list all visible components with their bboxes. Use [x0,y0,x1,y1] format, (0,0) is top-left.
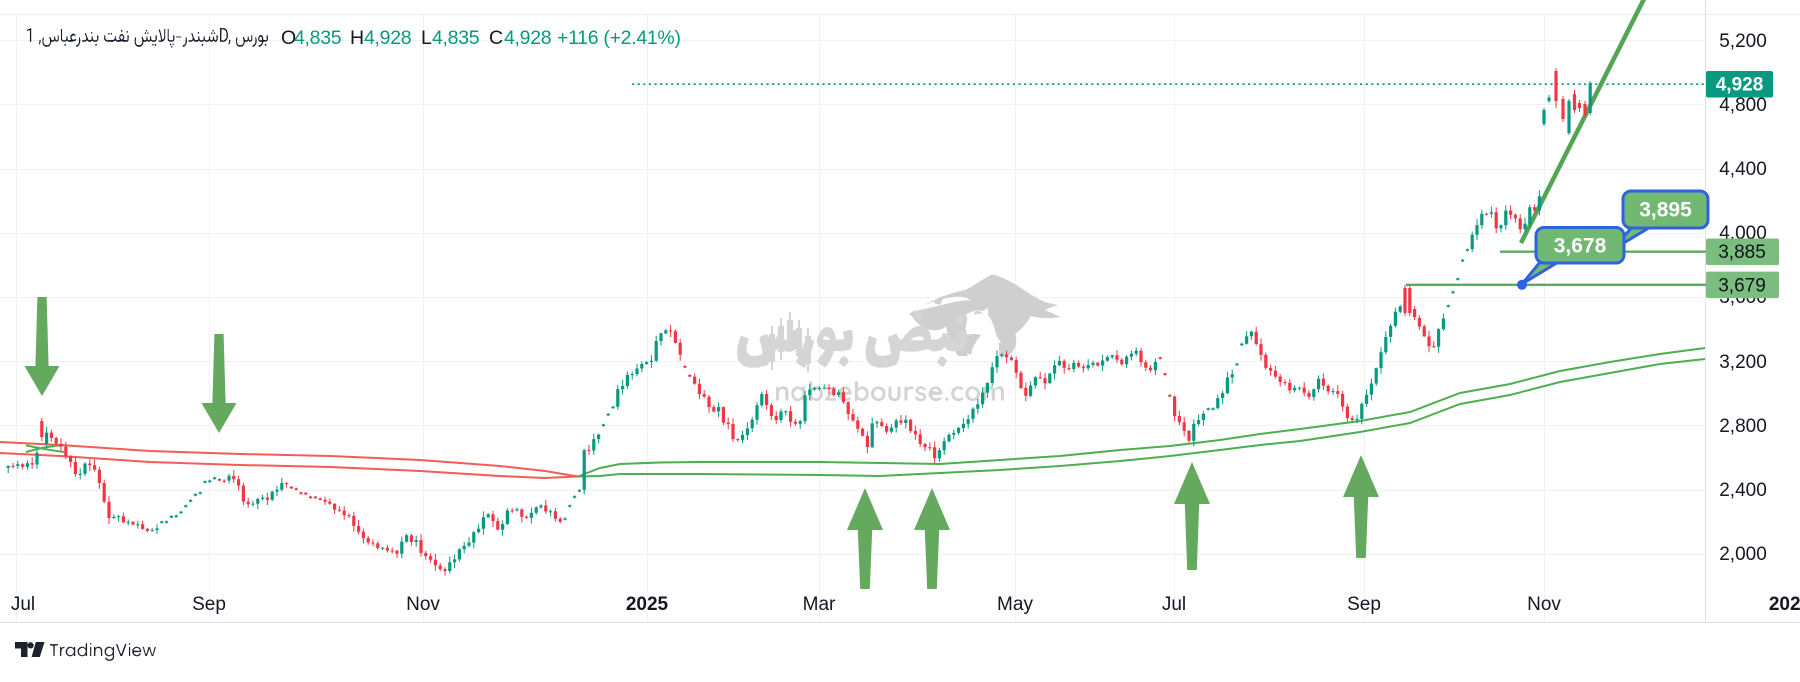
svg-text:Nov: Nov [1527,594,1561,615]
svg-text:3,895: 3,895 [1639,199,1692,222]
svg-text:2,000: 2,000 [1719,544,1767,565]
svg-text:+116 (+2.41%): +116 (+2.41%) [557,27,681,49]
svg-text:Jul: Jul [11,594,35,615]
svg-text:Sep: Sep [1347,594,1381,615]
svg-text:4,928: 4,928 [364,27,411,49]
svg-text:C: C [489,27,503,49]
svg-text:2025: 2025 [626,594,669,615]
svg-text:May: May [997,594,1033,615]
svg-text:2,400: 2,400 [1719,480,1767,501]
svg-text:Nov: Nov [406,594,440,615]
svg-text:4,835: 4,835 [432,27,480,49]
svg-text:L: L [421,27,432,49]
svg-text:4,800: 4,800 [1719,95,1767,116]
svg-text:3,885: 3,885 [1718,242,1766,263]
svg-text:3,200: 3,200 [1719,352,1767,373]
svg-text:5,200: 5,200 [1719,31,1767,52]
svg-text:4,400: 4,400 [1719,159,1767,180]
svg-text:Sep: Sep [192,594,226,615]
svg-text:2,800: 2,800 [1719,416,1767,437]
svg-text:O: O [281,27,296,49]
svg-text:H: H [350,27,364,49]
svg-text:2026: 2026 [1769,594,1800,615]
svg-text:4,835: 4,835 [294,27,342,49]
svg-text:4,928: 4,928 [1716,75,1764,96]
svg-text:3,679: 3,679 [1718,275,1766,296]
svg-text:Mar: Mar [803,594,836,615]
svg-text:4,928: 4,928 [504,27,551,49]
svg-text:3,678: 3,678 [1554,234,1607,257]
svg-text:Jul: Jul [1162,594,1186,615]
